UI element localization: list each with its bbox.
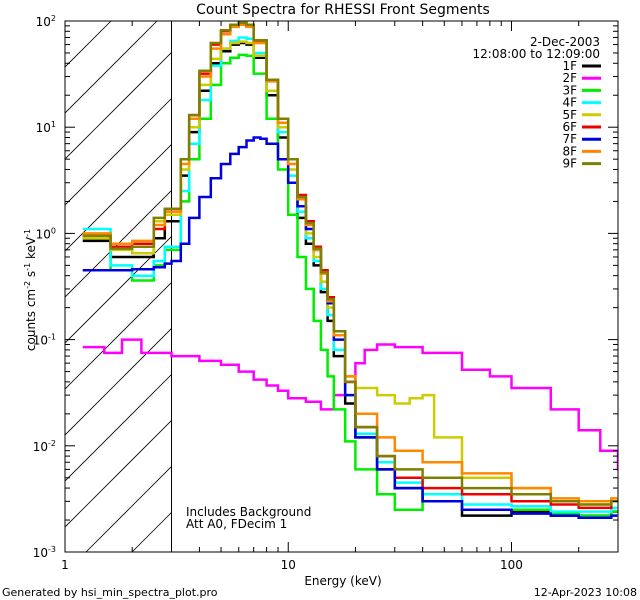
hatch-line	[65, 21, 158, 114]
hatch-line	[65, 21, 112, 68]
y-tick-label: 100	[36, 226, 56, 241]
y-axis-label: counts cm-2 s-1 keV-1	[23, 229, 38, 351]
plot-frame	[64, 20, 619, 553]
annotation-attenuator: Att A0, FDecim 1	[186, 517, 287, 531]
hatch-line	[65, 21, 204, 160]
x-tick-label: 100	[500, 558, 523, 572]
legend-label-4f: 4F	[562, 96, 577, 110]
hatch-line	[65, 21, 250, 206]
annotation-background: Includes Background	[186, 505, 311, 519]
legend-label-5f: 5F	[562, 108, 577, 122]
y-tick-label: 101	[36, 120, 56, 135]
footer-timestamp: 12-Apr-2023 10:08	[534, 586, 637, 599]
series-line-9f	[82, 21, 618, 506]
legend-label-1f: 1F	[562, 59, 577, 73]
y-tick-label: 10-2	[33, 439, 56, 454]
y-tick-label: 10-1	[33, 333, 56, 348]
hatch-line	[65, 21, 66, 22]
legend-label-2f: 2F	[562, 71, 577, 85]
x-tick-label: 1	[61, 558, 69, 572]
y-tick-label: 10-3	[33, 545, 56, 560]
legend-label-7f: 7F	[562, 132, 577, 146]
chart-title: Count Spectra for RHESSI Front Segments	[196, 2, 490, 18]
y-tick-label: 102	[36, 14, 56, 29]
date-label: 2-Dec-2003	[530, 35, 600, 49]
legend-label-3f: 3F	[562, 83, 577, 97]
x-tick-label: 10	[281, 558, 296, 572]
legend-label-8f: 8F	[562, 144, 577, 158]
footer-generated-by: Generated by hsi_min_spectra_plot.pro	[2, 586, 218, 599]
legend-label-9f: 9F	[562, 157, 577, 171]
time-range-label: 12:08:00 to 12:09:00	[473, 47, 600, 61]
x-axis-label: Energy (keV)	[304, 574, 381, 588]
legend-label-6f: 6F	[562, 120, 577, 134]
